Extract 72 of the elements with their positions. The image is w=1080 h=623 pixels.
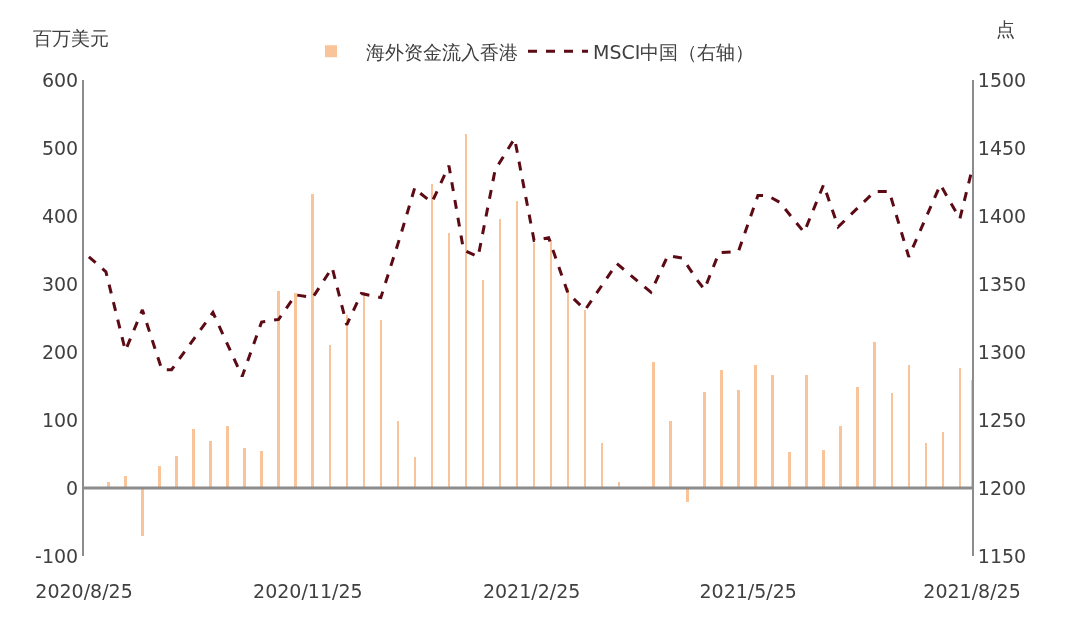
bar <box>737 390 740 488</box>
bar <box>277 291 280 488</box>
bar <box>311 194 314 488</box>
y-tick-label: 300 <box>41 272 79 295</box>
bar <box>550 240 552 488</box>
y-tick-label: 0 <box>66 476 79 499</box>
bar <box>431 184 433 488</box>
bar <box>465 134 467 488</box>
bar <box>856 387 859 488</box>
y2-tick-label: 1250 <box>977 408 1027 431</box>
bar <box>448 233 450 488</box>
y2-tick-label: 1350 <box>977 272 1027 295</box>
bar <box>720 370 723 488</box>
bar <box>584 310 586 488</box>
bar <box>516 201 518 488</box>
bar <box>414 457 416 488</box>
y2-tick-label: 1500 <box>977 68 1027 91</box>
x-tick-label: 2021/5/25 <box>699 580 797 602</box>
bar <box>652 362 655 488</box>
bar <box>260 451 263 488</box>
bar <box>925 443 927 488</box>
bar <box>908 365 910 488</box>
bar <box>141 488 144 536</box>
x-tick-label: 2020/11/25 <box>253 580 363 602</box>
bar <box>533 243 535 488</box>
y-axis-title: 百万美元 <box>33 27 109 49</box>
y-tick-label: 600 <box>41 68 79 91</box>
y2-tick-label: 1450 <box>977 136 1027 159</box>
y2-tick-label: 1300 <box>977 340 1027 363</box>
y2-tick-label: 1200 <box>977 476 1027 499</box>
y2-tick-label: 1150 <box>977 544 1027 567</box>
bar <box>192 429 195 488</box>
bar <box>226 426 229 488</box>
bar <box>380 320 382 488</box>
bar <box>363 292 365 488</box>
bar <box>959 368 961 488</box>
y2-tick-label: 1400 <box>977 204 1027 227</box>
bar <box>482 280 484 488</box>
x-tick-label: 2021/8/25 <box>923 580 1021 602</box>
y-tick-label: 500 <box>41 136 79 159</box>
y-tick-label: 100 <box>41 408 79 431</box>
bar <box>158 466 161 488</box>
bar <box>601 443 603 488</box>
bar <box>567 288 569 488</box>
bar <box>873 342 876 488</box>
bar <box>771 375 774 488</box>
bar <box>175 456 178 488</box>
bar <box>839 426 842 488</box>
legend-label: 海外资金流入香港 <box>366 40 518 63</box>
bar <box>822 450 825 488</box>
legend-label: MSCI中国（右轴） <box>593 40 755 63</box>
y-tick-label: 200 <box>41 340 79 363</box>
bar <box>805 375 808 488</box>
bar <box>209 441 212 488</box>
bar <box>124 476 127 488</box>
bar <box>329 345 331 488</box>
bar <box>891 393 893 488</box>
y-tick-label: 400 <box>41 204 79 227</box>
bar <box>942 432 944 488</box>
bar <box>754 365 757 488</box>
bar <box>346 315 348 488</box>
bar <box>397 421 399 488</box>
bar <box>703 392 706 488</box>
x-tick-label: 2021/2/25 <box>482 580 581 602</box>
bar <box>788 452 791 488</box>
bar <box>294 293 297 488</box>
x-tick-label: 2020/8/25 <box>35 580 133 602</box>
bar <box>243 448 246 488</box>
bar <box>499 219 501 488</box>
y-tick-label: -100 <box>35 544 79 567</box>
y2-axis-title: 点 <box>996 18 1015 40</box>
bar <box>669 421 672 488</box>
